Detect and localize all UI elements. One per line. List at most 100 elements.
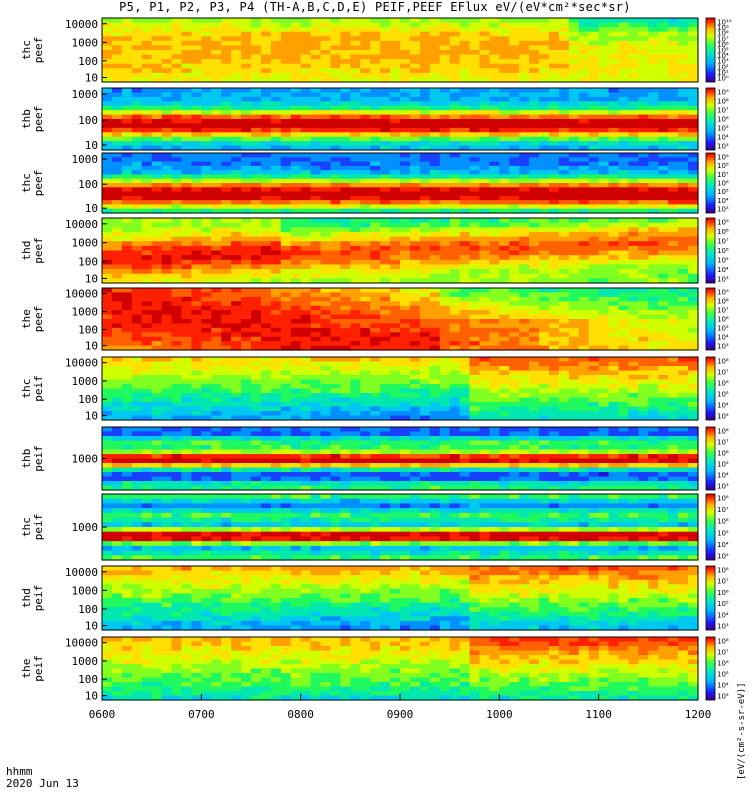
heatmap-cell xyxy=(360,191,371,197)
heatmap-cell xyxy=(539,384,550,390)
heatmap-cell xyxy=(251,36,262,42)
heatmap-cell xyxy=(310,178,322,184)
heatmap-cell xyxy=(221,123,232,129)
heatmap-cell xyxy=(678,72,689,79)
heatmap-cell xyxy=(479,231,490,238)
heatmap-cell xyxy=(201,319,212,325)
heatmap-cell xyxy=(449,77,461,83)
heatmap-cell xyxy=(330,357,341,363)
heatmap-cell xyxy=(519,218,530,224)
heatmap-cell xyxy=(161,296,173,302)
heatmap-cell xyxy=(499,255,510,261)
heatmap-cell xyxy=(648,157,659,163)
heatmap-cell xyxy=(102,50,113,56)
heatmap-cell xyxy=(221,310,232,316)
heatmap-cell xyxy=(628,145,639,151)
heatmap-cell xyxy=(558,327,570,333)
heatmap-cell xyxy=(171,402,183,408)
heatmap-cell xyxy=(628,278,639,284)
heatmap-cell xyxy=(270,236,282,242)
heatmap-cell xyxy=(668,59,679,65)
heatmap-cell xyxy=(310,174,322,180)
heatmap-cell xyxy=(529,195,540,201)
heatmap-cell xyxy=(310,327,322,333)
heatmap-cell xyxy=(678,110,689,116)
heatmap-cell xyxy=(231,259,242,266)
heatmap-cell xyxy=(320,183,332,188)
heatmap-cell xyxy=(370,388,381,394)
heatmap-cell xyxy=(688,241,699,247)
heatmap-cell xyxy=(588,204,600,210)
heatmap-cell xyxy=(608,341,620,347)
heatmap-cell xyxy=(409,296,421,302)
heatmap-cell xyxy=(121,204,133,210)
heatmap-cell xyxy=(588,222,600,228)
heatmap-cell xyxy=(688,31,699,37)
heatmap-cell xyxy=(479,92,490,98)
heatmap-cell xyxy=(479,68,490,74)
heatmap-cell xyxy=(688,314,699,320)
heatmap-cell xyxy=(181,145,192,151)
heatmap-cell xyxy=(678,345,689,351)
heatmap-cell xyxy=(141,187,153,193)
heatmap-cell xyxy=(241,145,252,151)
heatmap-cell xyxy=(489,183,500,188)
heatmap-cell xyxy=(549,393,560,399)
heatmap-cell xyxy=(529,379,540,385)
heatmap-cell xyxy=(638,255,649,261)
heatmap-cell xyxy=(201,22,212,28)
heatmap-cell xyxy=(290,204,302,210)
heatmap-cell xyxy=(251,323,262,329)
heatmap-cell xyxy=(598,96,610,102)
heatmap-cell xyxy=(588,361,600,367)
heatmap-cell xyxy=(111,366,123,372)
heatmap-cell xyxy=(380,88,391,94)
heatmap-cell xyxy=(171,141,183,147)
heatmap-cell xyxy=(211,227,222,233)
heatmap-cell xyxy=(628,161,639,167)
heatmap-cell xyxy=(618,218,630,224)
heatmap-cell xyxy=(251,236,262,242)
heatmap-cell xyxy=(211,415,222,421)
heatmap-cell xyxy=(102,72,113,79)
heatmap-cell xyxy=(131,141,143,147)
heatmap-cell xyxy=(181,110,192,116)
heatmap-cell xyxy=(449,161,461,167)
heatmap-cell xyxy=(608,208,620,214)
heatmap-cell xyxy=(469,402,481,408)
heatmap-cell xyxy=(479,288,490,294)
heatmap-cell xyxy=(568,241,580,247)
heatmap-cell xyxy=(370,292,381,298)
heatmap-cell xyxy=(171,245,183,252)
heatmap-cell xyxy=(539,136,550,142)
heatmap-cell xyxy=(678,153,689,158)
heatmap-cell xyxy=(121,411,133,417)
heatmap-cell xyxy=(429,68,441,74)
heatmap-cell xyxy=(310,195,322,201)
heatmap-cell xyxy=(549,370,560,376)
heatmap-cell xyxy=(499,63,510,69)
heatmap-cell xyxy=(390,191,401,197)
heatmap-cell xyxy=(459,370,471,376)
heatmap-cell xyxy=(509,310,520,316)
heatmap-cell xyxy=(131,264,143,270)
heatmap-cell xyxy=(231,77,242,83)
heatmap-cell xyxy=(608,345,620,351)
heatmap-cell xyxy=(121,288,133,294)
heatmap-cell xyxy=(340,145,351,151)
heatmap-cell xyxy=(509,273,520,279)
heatmap-cell xyxy=(231,375,242,381)
heatmap-cell xyxy=(310,273,322,279)
heatmap-cell xyxy=(598,68,610,74)
heatmap-cell xyxy=(161,245,173,252)
heatmap-cell xyxy=(529,402,540,408)
heatmap-cell xyxy=(539,288,550,294)
heatmap-cell xyxy=(360,157,371,163)
heatmap-cell xyxy=(688,119,699,125)
heatmap-cell xyxy=(618,278,630,284)
heatmap-cell xyxy=(469,345,481,351)
heatmap-cell xyxy=(449,218,461,224)
heatmap-cell xyxy=(171,375,183,381)
heatmap-cell xyxy=(290,161,302,167)
heatmap-cell xyxy=(102,63,113,69)
